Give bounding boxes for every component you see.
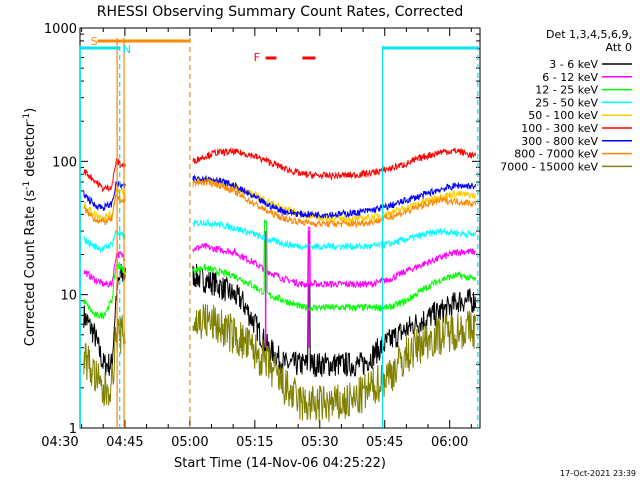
- x-tick-label: 05:45: [366, 435, 403, 450]
- legend-header-line2: Att 0: [606, 41, 632, 54]
- x-tick-label: 05:30: [301, 435, 338, 450]
- legend-label: 800 - 7000 keV: [514, 148, 598, 161]
- x-tick-label: 06:00: [431, 435, 468, 450]
- series-layer: [83, 146, 477, 423]
- series-line-0: [83, 263, 477, 378]
- annotations: S N F: [79, 35, 479, 428]
- saa-label: S: [91, 35, 98, 48]
- y-axis-label: Corrected Count Rate (s-1 detector-1): [22, 108, 38, 346]
- footer-date: 17-Oct-2021 23:39: [560, 469, 636, 478]
- x-tick-label: 04:45: [106, 435, 143, 450]
- legend-label: 7000 - 15000 keV: [500, 160, 598, 173]
- chart-title: RHESSI Observing Summary Count Rates, Co…: [97, 4, 463, 20]
- y-tick-label: 1: [69, 422, 77, 437]
- series-line-1: [83, 221, 476, 289]
- night-label: N: [123, 43, 131, 56]
- series-line-3: [83, 217, 477, 254]
- legend-label: 50 - 100 keV: [528, 109, 598, 122]
- series-line-7: [83, 178, 477, 229]
- x-axis-label: Start Time (14-Nov-06 04:25:22): [174, 456, 386, 471]
- y-tick-label: 1000: [44, 22, 77, 37]
- y-tick-label: 100: [52, 155, 77, 170]
- series-line-8: [83, 303, 477, 423]
- series-line-4: [83, 176, 477, 224]
- legend-label: 6 - 12 keV: [542, 71, 598, 84]
- legend-label: 3 - 6 keV: [549, 58, 598, 71]
- y-tick-label: 10: [60, 289, 77, 304]
- series-line-6: [83, 174, 477, 220]
- x-tick-label: 04:30: [41, 435, 78, 450]
- legend-header-line1: Det 1,3,4,5,6,9,: [546, 28, 632, 41]
- flare-label: F: [254, 51, 260, 64]
- legend-label: 12 - 25 keV: [535, 84, 598, 97]
- series-line-2: [83, 219, 477, 320]
- legend-label: 100 - 300 keV: [521, 122, 598, 135]
- legend-label: 25 - 50 keV: [535, 96, 598, 109]
- legend-label: 300 - 800 keV: [521, 135, 598, 148]
- x-tick-label: 05:00: [171, 435, 208, 450]
- series-line-5: [83, 146, 477, 193]
- x-tick-label: 05:15: [236, 435, 273, 450]
